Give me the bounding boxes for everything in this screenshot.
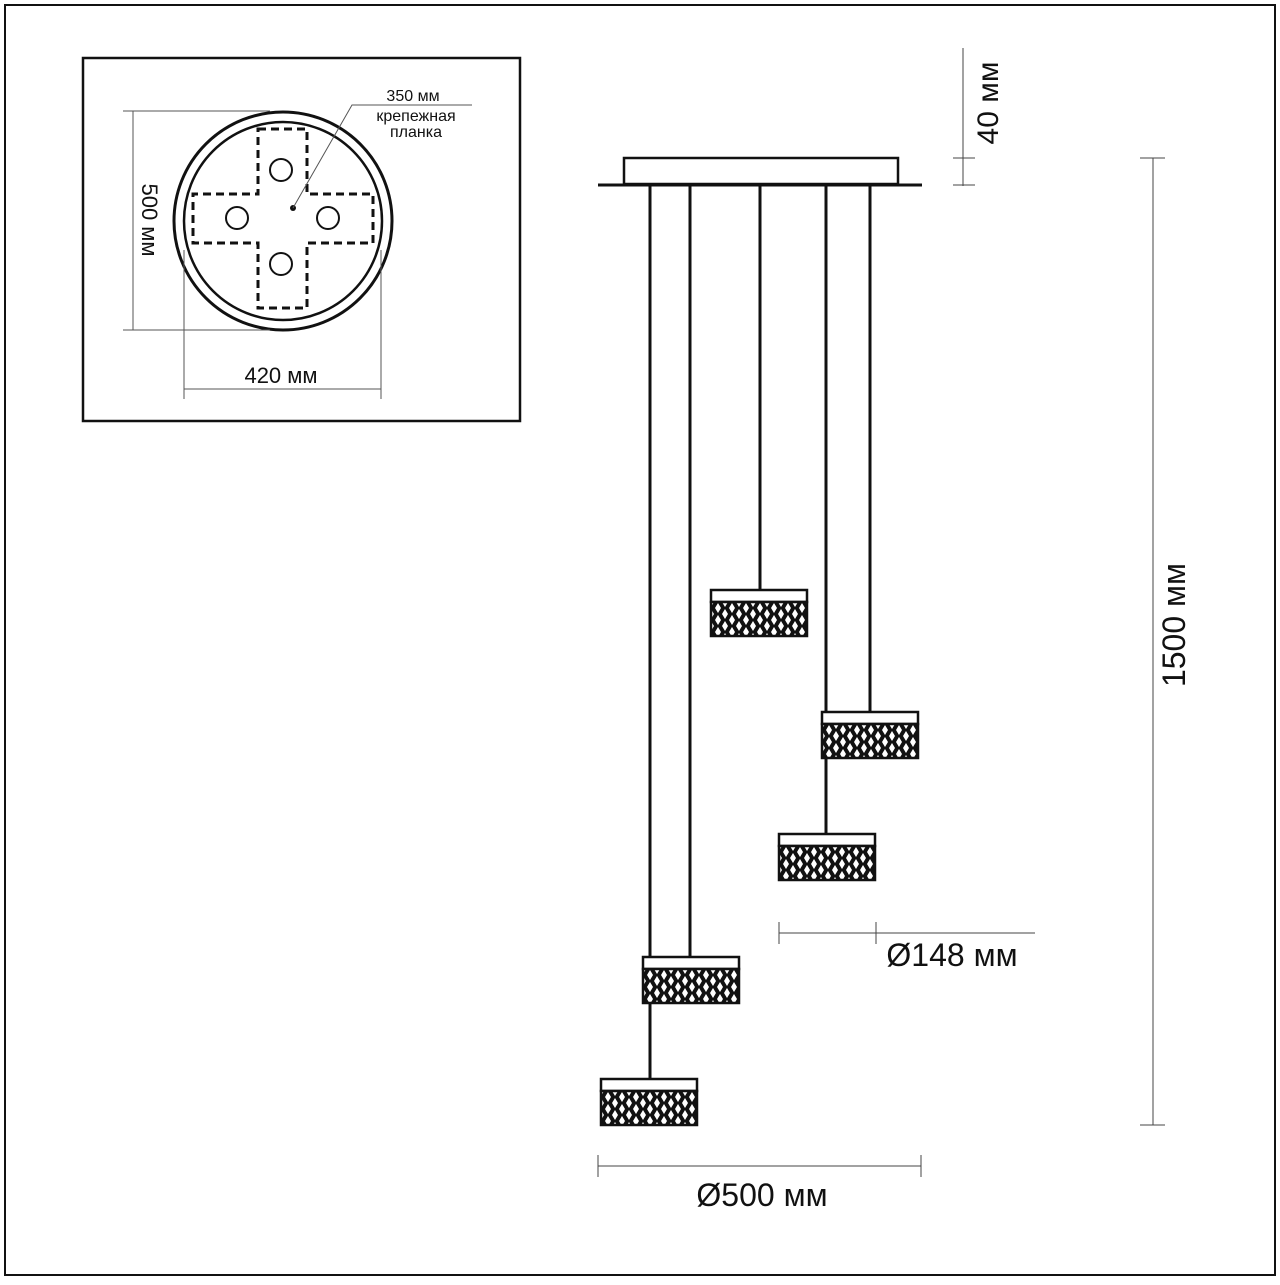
leader-line [292,104,472,209]
canopy [598,156,922,187]
hole [269,252,293,276]
shade-diameter-dimension: Ø148 мм [886,937,1017,973]
plate-label-line2: планка [390,124,442,141]
canopy-outer-circle [172,110,394,332]
plate-label-line1: крепежная [376,108,455,125]
hole [225,206,249,230]
hole [316,206,340,230]
pendant-shade [709,588,809,638]
pendant-shade [820,710,920,760]
pendant-shade [599,1077,699,1127]
top-view-inset: 350 мм крепежная планка 500 мм 420 мм [81,56,522,423]
height-dimension-line [123,110,270,331]
mounting-plate-outline [191,127,375,310]
hole [269,158,293,182]
inset-frame [81,56,522,423]
pendant-shade [641,955,741,1005]
height-dimension: 500 мм [137,183,162,256]
pendant-shade [777,832,877,882]
canopy-height-dimension: 40 мм [972,62,1005,145]
width-dimension: 420 мм [244,363,317,388]
canopy-inner-circle [182,120,384,322]
total-height-dimension: 1500 мм [1156,563,1192,687]
plate-dimension: 350 мм [386,88,439,105]
page-border [4,4,1276,1276]
dimension-lines [597,48,1165,1177]
width-dimension-line [183,250,382,399]
overall-diameter-dimension: Ø500 мм [696,1177,827,1213]
